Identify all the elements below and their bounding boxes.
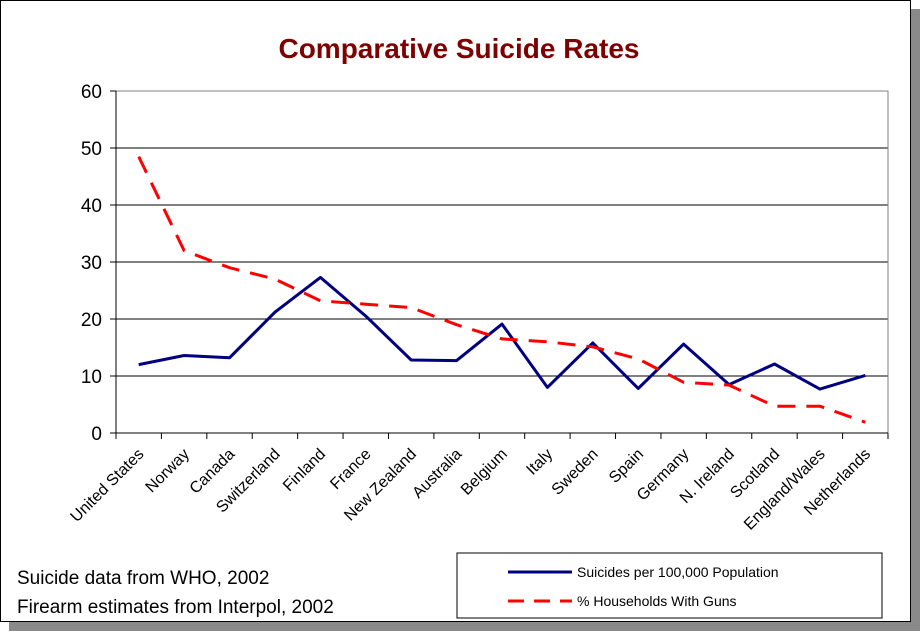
y-tick-label: 20 [81, 310, 102, 331]
legend-label-suicides: Suicides per 100,000 Population [577, 564, 779, 580]
y-tick-label: 0 [91, 424, 102, 445]
y-tick-label: 10 [81, 367, 102, 388]
x-tick-label: Spain [606, 446, 647, 487]
y-tick-label: 40 [81, 196, 102, 217]
y-tick-label: 60 [81, 82, 102, 103]
legend-box [456, 552, 883, 619]
grid [116, 90, 888, 377]
chart-title: Comparative Suicide Rates [278, 33, 639, 64]
x-tick-label: England/Wales [741, 446, 829, 534]
series-line-suicides [138, 275, 866, 391]
x-tick-label: Finland [280, 446, 329, 495]
chart-svg: Comparative Suicide Rates 0102030405060 … [68, 33, 889, 619]
x-tick-labels: United StatesNorwayCanadaSwitzerlandFinl… [68, 446, 875, 534]
chart-frame: Comparative Suicide Rates 0 10 20 30 40 50 60 … [0, 0, 911, 622]
note-suicide-source: Suicide data from WHO, 2002 [17, 568, 270, 589]
series [137, 155, 866, 424]
legend-label-guns: % Households With Guns [577, 593, 737, 609]
x-tick-label: Italy [523, 446, 556, 479]
axes [110, 90, 889, 439]
x-tick-label: Belgium [458, 446, 511, 499]
series-line-guns [137, 155, 866, 424]
x-tick-label: Australia [409, 446, 465, 502]
y-tick-label: 30 [81, 253, 102, 274]
y-tick-labels: 0 10 20 30 40 50 60 [81, 82, 102, 445]
x-tick-label: United States [68, 446, 148, 526]
x-tick-label: Sweden [549, 446, 602, 499]
legend: Suicides per 100,000 Population % Househ… [456, 552, 883, 619]
note-firearm-source: Firearm estimates from Interpol, 2002 [17, 597, 334, 618]
x-tick-label: Norway [143, 446, 193, 496]
y-tick-label: 50 [81, 139, 102, 160]
